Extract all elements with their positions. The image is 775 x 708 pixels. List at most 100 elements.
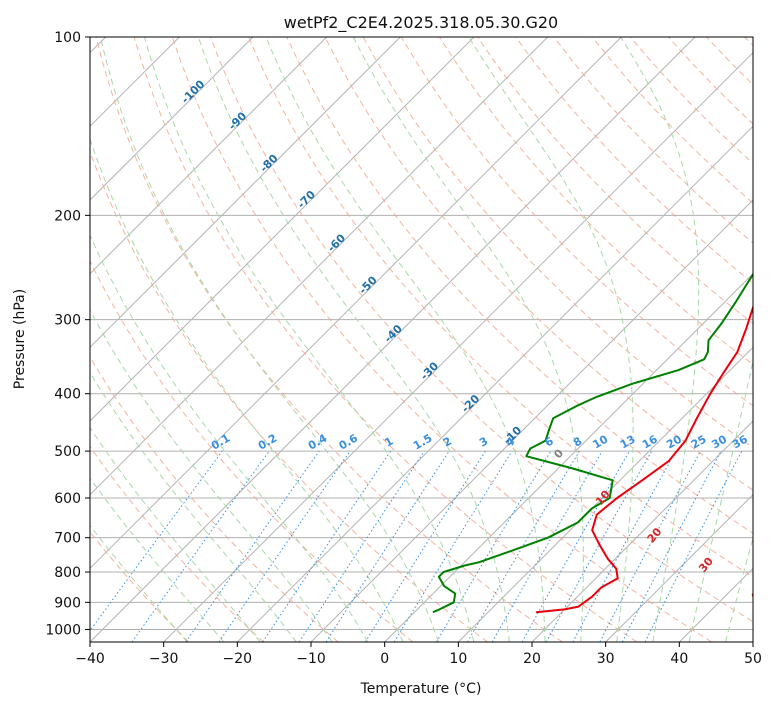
isotherm-line — [90, 37, 254, 201]
dewpoint-line — [432, 272, 753, 614]
isotherm-line — [163, 51, 753, 642]
dry-adiabat-line — [591, 37, 753, 204]
moist-adiabat-line — [144, 37, 475, 642]
isotherm-line — [90, 37, 401, 349]
moist-adiabat-line — [90, 371, 297, 642]
mixing-ratio-label: 0.1 — [209, 432, 232, 453]
dry-adiabat-line — [668, 37, 753, 125]
isotherm-label: -20 — [459, 392, 482, 415]
isotherm-line — [384, 272, 753, 642]
moist-adiabat-line — [620, 37, 700, 642]
temperature-line — [536, 304, 753, 614]
moist-adiabat-line — [90, 308, 333, 642]
mixing-ratio-label: 36 — [730, 432, 750, 451]
mixing-ratio-line — [298, 450, 425, 642]
profile-lines — [432, 272, 753, 614]
dry-adiabat-line — [248, 37, 753, 578]
mixing-ratio-line — [599, 450, 701, 642]
dry-adiabat-line — [706, 37, 753, 86]
moist-adiabat-line — [90, 524, 188, 642]
y-tick-label: 1000 — [45, 622, 81, 638]
mixing-ratio-line — [364, 450, 486, 642]
chart-title: wetPf2_C2E4.2025.318.05.30.G20 — [284, 13, 558, 33]
isotherm-label: -30 — [418, 359, 441, 382]
mixing-ratio-line — [131, 450, 270, 642]
dry-adiabat-line — [90, 531, 190, 642]
dry-adiabat-line — [90, 150, 488, 642]
mixing-ratio-line — [545, 450, 653, 642]
isotherm-label: -70 — [295, 188, 318, 211]
moist-adiabat-line — [197, 37, 510, 642]
x-tick-label: 50 — [744, 651, 762, 667]
isotherm-line — [90, 37, 475, 422]
isotherm-label: -80 — [257, 152, 280, 175]
mixing-ratio-label: 25 — [689, 433, 709, 452]
moist-adiabat-label: 20 — [645, 525, 665, 545]
isotherm-line — [678, 567, 753, 642]
isotherm-line — [752, 641, 753, 642]
isotherm-line — [236, 125, 753, 642]
mixing-ratio-label: 10 — [591, 432, 611, 451]
isotherm-line — [531, 420, 753, 642]
dry-adiabat-line — [210, 37, 753, 623]
isotherm-line — [90, 37, 696, 642]
moist-adiabat-line — [688, 358, 753, 642]
x-tick-label: 0 — [380, 651, 389, 667]
y-tick-label: 100 — [54, 30, 81, 46]
y-tick-label: 500 — [54, 444, 81, 460]
mixing-ratio-label: 1 — [382, 435, 395, 450]
moist-adiabat-line — [725, 536, 753, 642]
x-tick-label: −30 — [149, 651, 179, 667]
isotherm-line — [457, 346, 753, 642]
pressure-gridlines — [90, 37, 753, 630]
y-tick-label: 400 — [54, 387, 81, 403]
isotherm-label: -90 — [226, 109, 249, 132]
plot-area: 0.1 0.2 0.4 0.6 1 1.5 2 3 4 6 8 10 13 16 20 25 30 36-100-… — [90, 37, 768, 642]
y-axis-label: Pressure (hPa) — [12, 289, 28, 389]
moist-adiabat-line — [90, 137, 404, 642]
isotherm-line — [90, 37, 549, 496]
mixing-ratio-line — [218, 450, 351, 642]
mixing-ratio-label: 6 — [543, 434, 556, 449]
moist-adiabat-line — [265, 37, 546, 642]
x-tick-label: 40 — [670, 651, 688, 667]
isotherm-label: -60 — [325, 231, 348, 254]
isotherm-line — [90, 37, 328, 275]
y-tick-label: 800 — [54, 565, 81, 581]
mixing-ratio-line — [393, 450, 513, 642]
dry-adiabat-line — [95, 37, 563, 642]
mixing-ratio-label: 16 — [640, 432, 660, 451]
x-tick-label: 10 — [449, 651, 467, 667]
mixing-ratio-line — [435, 450, 552, 642]
isotherm-line — [90, 37, 622, 570]
x-axis-ticks: −40 −30 −20 −10 0 10 20 30 40 50 — [75, 642, 762, 667]
y-tick-label: 700 — [54, 531, 81, 547]
dry-adiabat-line — [171, 37, 712, 642]
mixing-ratio-lines — [90, 450, 743, 642]
x-tick-label: −10 — [296, 651, 326, 667]
y-tick-label: 600 — [54, 491, 81, 507]
moist-adiabat-lines — [90, 37, 753, 642]
dry-adiabat-line — [286, 37, 753, 534]
dry-adiabat-line — [324, 37, 753, 491]
isotherm-label: -40 — [382, 322, 405, 345]
moist-adiabat-label: 0 — [551, 447, 566, 461]
dry-adiabat-line — [90, 259, 414, 642]
y-axis-ticks: 100 200 300 400 500 600 700 800 900 1000 — [45, 30, 90, 638]
moist-adiabat-label: 40 — [748, 584, 768, 604]
moist-adiabat-line — [90, 477, 225, 642]
plot-frame — [89, 36, 754, 643]
moist-adiabat-line — [468, 37, 634, 642]
y-tick-label: 200 — [54, 208, 81, 224]
isotherm-lines — [90, 37, 753, 642]
isotherm-label: -100 — [179, 77, 208, 106]
dry-adiabat-line — [90, 356, 339, 642]
mixing-ratio-line — [644, 450, 743, 642]
mixing-ratio-label: 20 — [664, 432, 684, 451]
moist-adiabat-line — [100, 37, 439, 642]
x-tick-label: −20 — [223, 651, 253, 667]
mixing-ratio-line — [185, 450, 320, 642]
x-tick-label: −40 — [75, 651, 105, 667]
mixing-ratio-label: 30 — [709, 432, 729, 451]
